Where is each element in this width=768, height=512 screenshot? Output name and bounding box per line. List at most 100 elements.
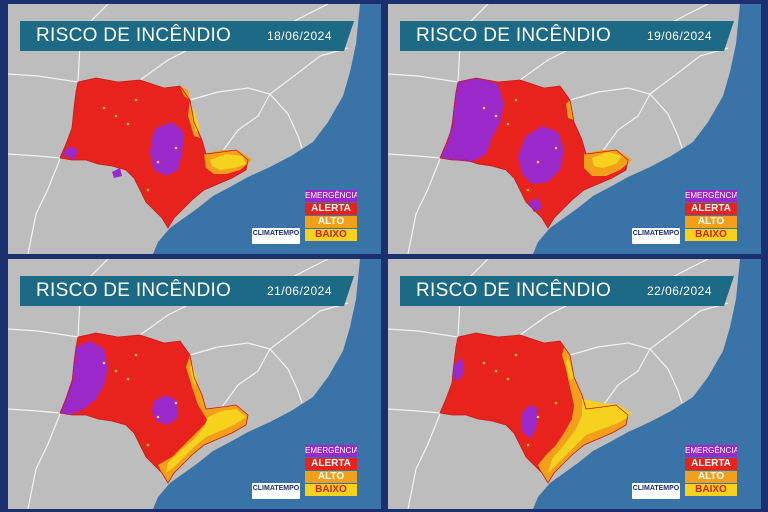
legend-baixo: BAIXO: [305, 229, 357, 241]
risk-area-emergencia: [518, 126, 564, 184]
state-border: [8, 153, 61, 159]
map-title: RISCO DE INCÊNDIO: [36, 280, 232, 301]
city-marker: [526, 443, 530, 447]
risk-area-emergencia: [522, 405, 538, 439]
legend-alerta: ALERTA: [305, 458, 357, 470]
climatempo-logo: CLIMATEMPO: [632, 483, 680, 499]
city-marker: [156, 160, 160, 164]
risk-area-emergencia: [112, 168, 122, 178]
city-marker: [102, 361, 106, 365]
legend-emergencia: EMERGÊNCIA: [305, 445, 357, 457]
title-banner: RISCO DE INCÊNDIO 22/06/2024: [400, 276, 734, 306]
state-border: [221, 348, 271, 408]
map-title: RISCO DE INCÊNDIO: [416, 25, 612, 46]
state-outline: [439, 332, 629, 484]
risk-area-baixo: [190, 363, 198, 385]
city-marker: [554, 146, 558, 150]
state-outline: [439, 77, 629, 229]
city-marker: [174, 401, 178, 405]
climatempo-logo: CLIMATEMPO: [252, 228, 300, 244]
city-marker: [536, 160, 540, 164]
city-marker: [146, 188, 150, 192]
city-marker: [156, 415, 160, 419]
state-border: [601, 93, 651, 153]
state-border: [388, 153, 441, 159]
map-panel-2: RISCO DE INCÊNDIO 19/06/2024 EMERGÊNCIA …: [388, 4, 761, 254]
legend-alto: ALTO: [685, 471, 737, 483]
risk-area-baixo: [548, 399, 632, 473]
map-title: RISCO DE INCÊNDIO: [36, 25, 232, 46]
climatempo-logo: CLIMATEMPO: [252, 483, 300, 499]
legend-alerta: ALERTA: [685, 458, 737, 470]
risk-area-emergencia: [60, 341, 108, 415]
legend-baixo: BAIXO: [305, 484, 357, 496]
map-date: 21/06/2024: [266, 284, 332, 298]
state-border: [8, 328, 79, 338]
map-panel-3: RISCO DE INCÊNDIO 21/06/2024 EMERGÊNCIA …: [8, 259, 381, 509]
state-border: [27, 413, 61, 509]
state-border: [388, 73, 459, 83]
city-marker: [554, 401, 558, 405]
city-marker: [482, 361, 486, 365]
map-date: 19/06/2024: [646, 29, 712, 43]
city-marker: [536, 415, 540, 419]
state-border: [388, 328, 459, 338]
city-marker: [102, 106, 106, 110]
climatempo-logo: CLIMATEMPO: [632, 228, 680, 244]
risk-area-emergencia: [528, 198, 542, 212]
title-banner: RISCO DE INCÊNDIO 18/06/2024: [20, 21, 354, 51]
city-marker: [134, 353, 138, 357]
legend-baixo: BAIXO: [685, 484, 737, 496]
state-border: [269, 47, 349, 95]
city-marker: [126, 377, 130, 381]
state-border: [221, 93, 271, 153]
legend-emergencia: EMERGÊNCIA: [305, 190, 357, 202]
state-border: [649, 47, 729, 95]
legend-alto: ALTO: [685, 216, 737, 228]
city-marker: [514, 98, 518, 102]
risk-area-baixo: [192, 108, 200, 132]
city-marker: [126, 122, 130, 126]
risk-area-baixo: [210, 154, 246, 170]
city-marker: [114, 369, 118, 373]
state-border: [8, 73, 79, 83]
title-banner: RISCO DE INCÊNDIO 19/06/2024: [400, 21, 734, 51]
legend-alto: ALTO: [305, 471, 357, 483]
risk-area-emergencia: [62, 146, 78, 160]
risk-area-baixo: [592, 152, 622, 168]
city-marker: [174, 146, 178, 150]
city-marker: [514, 353, 518, 357]
map-date: 18/06/2024: [266, 29, 332, 43]
state-outline: [59, 77, 249, 229]
risk-legend: EMERGÊNCIA ALERTA ALTO BAIXO: [685, 190, 737, 242]
risk-area-alto: [566, 100, 574, 120]
city-marker: [494, 114, 498, 118]
city-marker: [482, 106, 486, 110]
title-banner: RISCO DE INCÊNDIO 21/06/2024: [20, 276, 354, 306]
map-title: RISCO DE INCÊNDIO: [416, 280, 612, 301]
risk-legend: EMERGÊNCIA ALERTA ALTO BAIXO: [305, 445, 357, 497]
legend-baixo: BAIXO: [685, 229, 737, 241]
city-marker: [494, 369, 498, 373]
state-border: [8, 408, 61, 414]
map-date: 22/06/2024: [646, 284, 712, 298]
state-border: [407, 413, 441, 509]
state-outline: [59, 332, 249, 484]
city-marker: [526, 188, 530, 192]
legend-emergencia: EMERGÊNCIA: [685, 445, 737, 457]
legend-alto: ALTO: [305, 216, 357, 228]
risk-area-baixo: [166, 409, 246, 473]
state-border: [601, 348, 651, 408]
city-marker: [134, 98, 138, 102]
risk-legend: EMERGÊNCIA ALERTA ALTO BAIXO: [305, 190, 357, 242]
legend-emergencia: EMERGÊNCIA: [685, 190, 737, 202]
risk-area-alto: [188, 100, 200, 138]
state-border: [269, 302, 349, 350]
risk-area-baixo: [566, 357, 574, 381]
state-border: [388, 408, 441, 414]
map-panel-4: RISCO DE INCÊNDIO 22/06/2024 EMERGÊNCIA …: [388, 259, 761, 509]
city-marker: [506, 122, 510, 126]
state-border: [407, 158, 441, 254]
state-border: [649, 302, 729, 350]
risk-legend: EMERGÊNCIA ALERTA ALTO BAIXO: [685, 445, 737, 497]
